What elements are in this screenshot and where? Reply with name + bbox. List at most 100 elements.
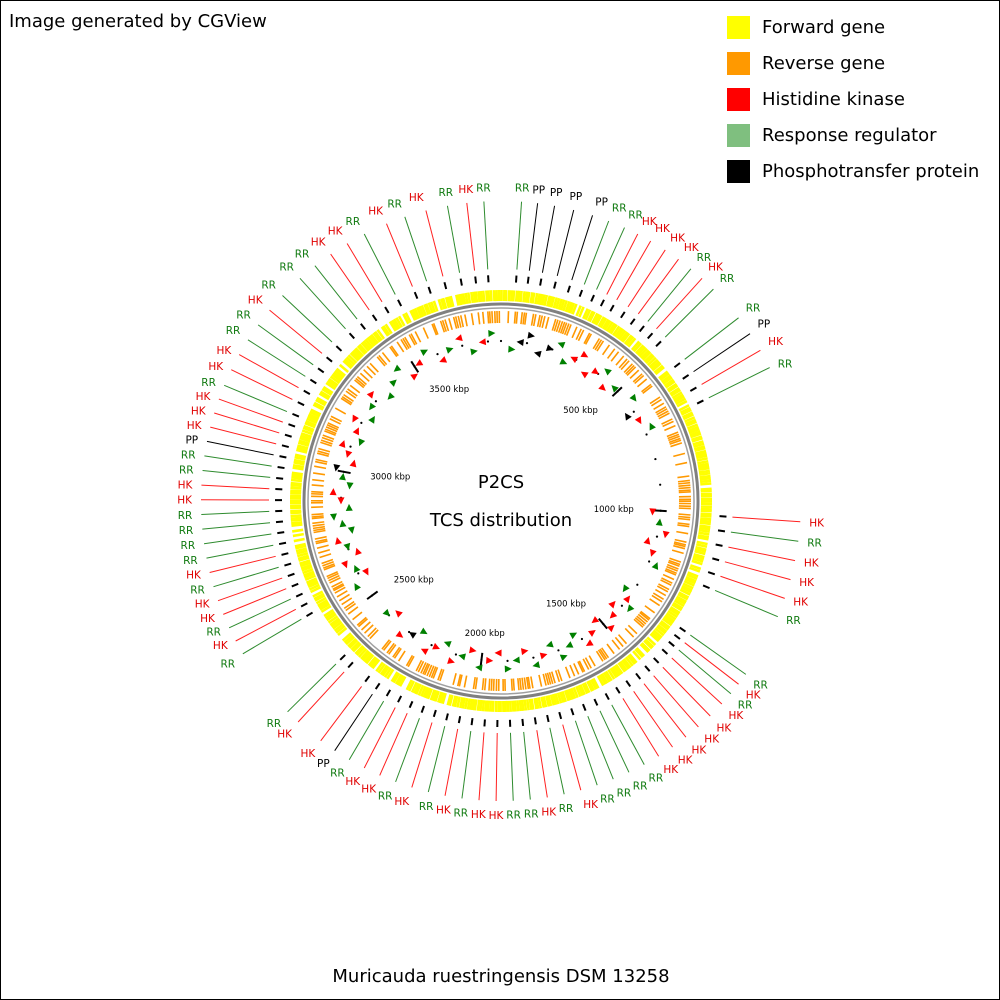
reverse-gene (481, 678, 485, 691)
forward-gene (682, 411, 694, 419)
legend: Forward gene Reverse gene Histidine kina… (727, 9, 979, 189)
forward-gene (466, 698, 471, 710)
forward-gene (681, 584, 693, 592)
feature-callout-line (656, 277, 703, 330)
forward-gene (374, 330, 383, 342)
forward-gene (396, 674, 405, 686)
forward-gene (557, 298, 564, 310)
tcs-arrow-rr (470, 348, 478, 356)
feature-callout-line (643, 683, 687, 738)
reverse-gene (667, 561, 680, 567)
feature-label-rr: RR (201, 377, 216, 389)
ruler-dot (654, 457, 657, 461)
tcs-arrow-hk (634, 416, 642, 425)
forward-gene (588, 311, 596, 323)
forward-gene (624, 656, 634, 667)
tcs-outer-mark (558, 711, 563, 720)
forward-gene (394, 673, 403, 685)
forward-gene (291, 471, 303, 476)
forward-gene (481, 290, 486, 302)
feature-label-hk: HK (684, 242, 700, 254)
forward-gene (534, 292, 539, 305)
reverse-gene (546, 672, 552, 685)
tcs-arrow-rr (345, 503, 353, 511)
reverse-gene (477, 312, 481, 325)
forward-gene (295, 544, 307, 550)
reverse-gene (316, 544, 329, 550)
tcs-outer-mark (655, 340, 662, 348)
reverse-gene (557, 320, 564, 333)
reverse-gene (320, 439, 333, 445)
forward-gene (697, 536, 709, 541)
tcs-arrow-track (329, 329, 670, 673)
feature-label-hk: HK (186, 570, 202, 582)
forward-gene (348, 639, 359, 649)
forward-gene (594, 314, 603, 326)
feature-label-rr: RR (746, 302, 761, 314)
forward-gene (326, 379, 338, 389)
tcs-outer-mark (317, 367, 325, 374)
reverse-gene (575, 328, 583, 341)
forward-gene (533, 697, 538, 710)
tcs-arrow-rr (557, 342, 566, 349)
tcs-outer-mark (682, 374, 690, 380)
feature-callout-line (297, 671, 345, 723)
forward-gene (700, 514, 712, 518)
tcs-outer-mark (371, 314, 378, 322)
tcs-arrow-pp (527, 331, 535, 339)
forward-gene (335, 624, 346, 634)
reverse-gene (666, 563, 679, 570)
tcs-arrow-hk (447, 657, 455, 664)
forward-gene (700, 482, 712, 486)
forward-gene (437, 299, 444, 311)
reverse-gene (432, 666, 439, 679)
reverse-gene (326, 571, 338, 578)
feature-label-rr: RR (649, 773, 664, 785)
feature-callout-line (549, 727, 565, 795)
forward-gene (307, 415, 319, 422)
tcs-outer-mark (593, 698, 599, 706)
reverse-gene (551, 318, 557, 331)
reverse-gene (669, 439, 682, 445)
reverse-gene (517, 678, 520, 691)
forward-gene (614, 326, 623, 338)
forward-gene (522, 291, 526, 303)
forward-gene (413, 307, 421, 320)
feature-callout-line (562, 724, 582, 791)
tcs-arrow-hk (338, 440, 346, 448)
forward-gene (313, 401, 325, 410)
feature-label-hk: HK (642, 216, 658, 228)
reverse-gene (420, 662, 427, 674)
forward-gene (549, 694, 556, 706)
feature-label-hk: HK (678, 754, 694, 766)
reverse-gene (315, 540, 328, 545)
feature-label-pp: PP (550, 187, 563, 199)
forward-gene (605, 321, 614, 332)
feature-callout-line (299, 277, 346, 330)
feature-callout-line (320, 686, 362, 742)
tcs-arrow-rr (346, 482, 354, 490)
reverse-gene (341, 396, 353, 404)
reverse-gene (655, 406, 667, 414)
feature-label-hk: HK (248, 294, 264, 306)
forward-gene (487, 290, 491, 302)
reverse-gene (343, 393, 354, 403)
reverse-gene (437, 668, 443, 681)
reverse-gene (666, 431, 679, 438)
tcs-arrow-hk (432, 642, 440, 650)
forward-gene (299, 436, 311, 443)
reverse-gene (448, 318, 453, 331)
reverse-gene (671, 549, 684, 555)
forward-gene (301, 429, 313, 436)
tcs-arrow-hk (609, 611, 618, 619)
tcs-outer-mark (615, 686, 621, 694)
tcs-arrow-hk (341, 560, 348, 569)
forward-gene (697, 462, 709, 468)
forward-gene (413, 682, 421, 694)
forward-gene (599, 317, 608, 329)
forward-gene (384, 323, 393, 335)
reverse-gene (360, 621, 371, 631)
tcs-arrow-hk (588, 629, 596, 637)
feature-label-rr: RR (738, 700, 753, 712)
ruler-dot (430, 644, 433, 647)
